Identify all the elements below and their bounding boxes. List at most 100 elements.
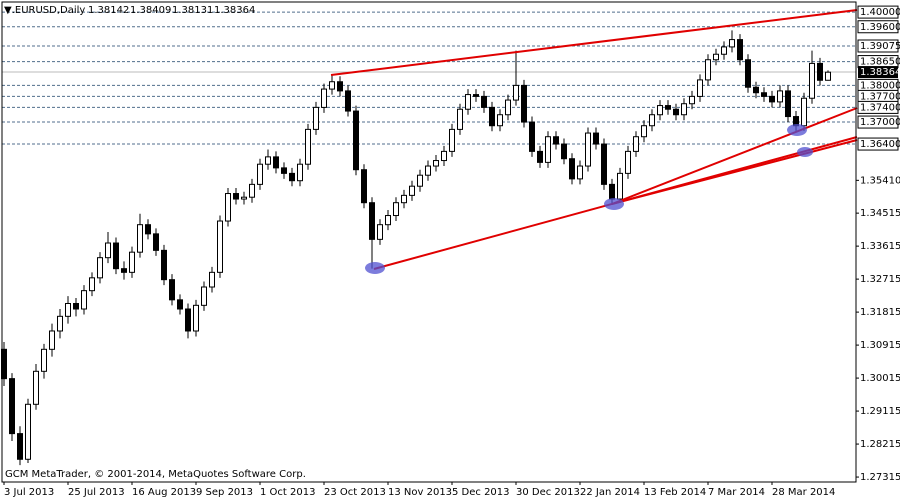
candle-body	[401, 194, 407, 204]
candle-body	[201, 286, 207, 306]
candle-body	[713, 53, 719, 61]
marker	[797, 147, 813, 157]
candle-body	[729, 39, 735, 48]
candle-body	[185, 308, 191, 332]
candle-body	[89, 277, 95, 292]
candle-body	[49, 330, 55, 350]
candle-body	[649, 114, 655, 127]
candle-body	[825, 71, 831, 81]
last-price-label: 1.38364	[860, 67, 900, 78]
candle-body	[41, 348, 47, 372]
candle-body	[801, 97, 807, 127]
candle-body	[745, 59, 751, 88]
candle-body	[689, 95, 695, 105]
candle-body	[233, 193, 239, 200]
axes: 1.35410 1.34515 1.33615 1.32715 1.31815 1.309…	[3, 5, 900, 498]
candle-body	[177, 299, 183, 310]
candle-body	[217, 220, 223, 273]
candle-body	[209, 271, 215, 288]
symbol: ▼.EURUSD,Daily	[4, 5, 85, 16]
y-tick-label: 1.27315	[860, 472, 900, 483]
candle-body	[473, 94, 479, 97]
y-tick-label: 1.30915	[860, 340, 900, 351]
candle-body	[105, 242, 111, 259]
candle-body	[73, 302, 79, 310]
candle-body	[169, 279, 175, 301]
y-tick-label: 1.30015	[860, 373, 900, 384]
candle-body	[657, 105, 663, 116]
x-tick-label: 28 Mar 2014	[772, 487, 835, 498]
y-tick-label: 1.29115	[860, 406, 900, 417]
candle-body	[257, 163, 263, 185]
candle-body	[625, 150, 631, 174]
plot-frame	[1, 1, 857, 483]
level-label-box	[857, 100, 899, 114]
header-high: 1.38409	[130, 5, 171, 16]
trend-line	[611, 107, 858, 205]
level-label: 1.37700	[860, 91, 900, 102]
candle-body	[289, 172, 295, 182]
candle-body	[457, 108, 463, 130]
y-tick-label: 1.35410	[860, 175, 900, 186]
level-label-box	[857, 5, 899, 19]
level-label-box	[857, 39, 899, 53]
candle-body	[737, 39, 743, 61]
candle-body	[545, 136, 551, 163]
candle-body	[769, 95, 775, 103]
candle-body	[425, 165, 431, 176]
y-tick-label: 1.33615	[860, 241, 900, 252]
candle-body	[433, 160, 439, 167]
x-tick-label: 16 Aug 2013	[132, 487, 196, 498]
level-label: 1.37000	[860, 117, 900, 128]
trend-line	[611, 139, 858, 205]
level-label: 1.40000	[860, 7, 900, 18]
header-low: 1.38131	[172, 5, 213, 16]
candle-body	[393, 202, 399, 217]
candle-body	[297, 163, 303, 182]
candle-body	[641, 125, 647, 138]
candle-body	[809, 62, 815, 99]
level-label-box	[857, 137, 899, 151]
x-tick-label: 5 Dec 2013	[452, 487, 510, 498]
candle-body	[265, 156, 271, 165]
candle-body	[345, 90, 351, 112]
candle-body	[113, 242, 119, 270]
candle-body	[361, 169, 367, 204]
candle-body	[81, 290, 87, 310]
candle-body	[673, 108, 679, 116]
candle-body	[585, 132, 591, 167]
candle-body	[17, 433, 23, 460]
x-tick-label: 3 Jul 2013	[4, 487, 54, 498]
candle-body	[561, 143, 567, 160]
candle-body	[761, 92, 767, 97]
y-tick-label: 1.32715	[860, 274, 900, 285]
candle-body	[33, 370, 39, 405]
candle-body	[817, 62, 823, 81]
level-label-box	[857, 115, 899, 129]
level-label: 1.39075	[860, 41, 900, 52]
candle-body	[753, 86, 759, 94]
x-tick-label: 13 Feb 2014	[644, 487, 706, 498]
candle-body	[329, 81, 335, 90]
y-tick-label: 1.34515	[860, 208, 900, 219]
x-tick-label: 9 Sep 2013	[196, 487, 253, 498]
candle-body	[353, 110, 359, 171]
x-tick-label: 13 Nov 2013	[388, 487, 452, 498]
candle-body	[129, 251, 135, 273]
candle-body	[305, 128, 311, 165]
candle-body	[137, 224, 143, 253]
candle-body	[497, 114, 503, 127]
marker	[604, 198, 624, 210]
marker	[787, 124, 807, 136]
candle-body	[25, 403, 31, 460]
header-close: 1.38364	[214, 5, 255, 16]
candle-body	[529, 121, 535, 152]
candle-body	[609, 183, 615, 200]
candle-body	[65, 302, 71, 317]
candle-body	[321, 88, 327, 108]
candle-body	[697, 79, 703, 97]
level-label: 1.38000	[860, 80, 900, 91]
candle-body	[369, 202, 375, 240]
